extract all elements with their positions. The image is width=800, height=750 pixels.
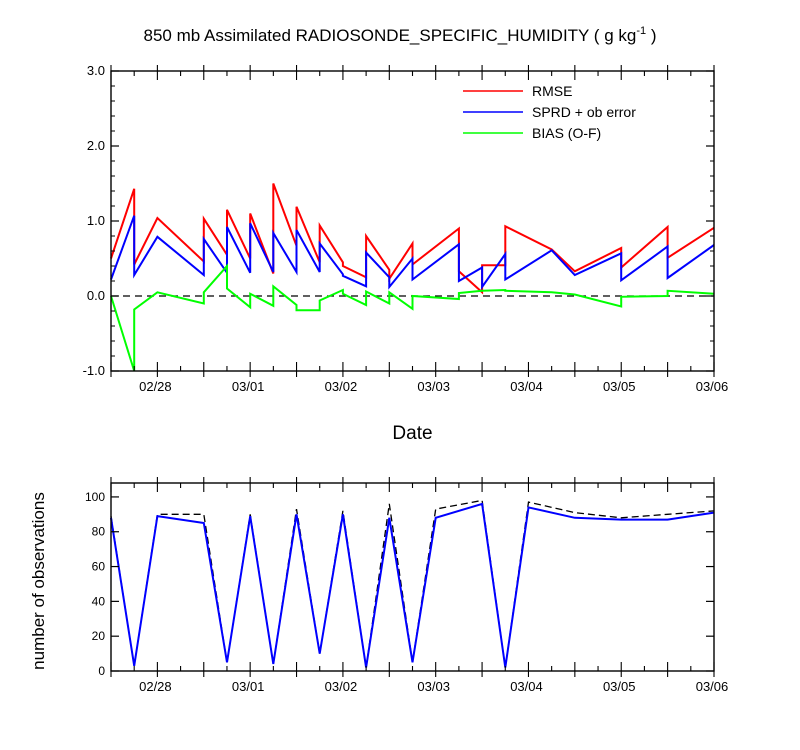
x-tick-label: 03/03: [417, 679, 450, 694]
y-tick-label: 2.0: [87, 138, 105, 153]
x-tick-label: 03/06: [696, 679, 729, 694]
y-tick-label: 0: [98, 664, 105, 678]
chart-title-suffix: ): [646, 26, 656, 45]
bottom-chart: 0 20 40 60 80 100 02/28 03/01 03/02 03/03 03/04 03/…: [29, 477, 728, 694]
x-tick-label: 03/01: [232, 379, 265, 394]
y-tick-label: -1.0: [83, 363, 105, 378]
y-tick-label: 100: [85, 490, 105, 504]
series-line-observations-assimilated: [110, 502, 715, 668]
x-axis-label: Date: [392, 423, 432, 444]
x-tick-label: 02/28: [139, 379, 172, 394]
legend-label: BIAS (O-F): [532, 125, 601, 141]
legend-label: SPRD + ob error: [532, 104, 636, 120]
x-tick-label: 03/05: [603, 679, 636, 694]
y-tick-label: 20: [92, 629, 106, 643]
plot-frame: [110, 482, 715, 672]
x-tick-label: 03/02: [325, 679, 358, 694]
x-tick-label: 03/06: [696, 379, 729, 394]
x-tick-label: 03/03: [417, 379, 450, 394]
top-chart: 850 mb Assimilated RADIOSONDE_SPECIFIC_H…: [83, 25, 729, 444]
x-tick-label: 03/02: [325, 379, 358, 394]
y-tick-label: 60: [92, 560, 106, 574]
series-line-observations-possible: [110, 499, 715, 668]
y-axis-label: number of observations: [29, 492, 48, 670]
x-tick-label: 03/05: [603, 379, 636, 394]
y-tick-label: 3.0: [87, 63, 105, 78]
chart-title: 850 mb Assimilated RADIOSONDE_SPECIFIC_H…: [144, 25, 657, 45]
y-tick-label: 1.0: [87, 213, 105, 228]
legend-label: RMSE: [532, 83, 572, 99]
y-tick-label: 40: [92, 594, 106, 608]
x-tick-label: 03/01: [232, 679, 265, 694]
x-tick-label: 03/04: [510, 379, 543, 394]
chart-title-superscript: -1: [636, 25, 646, 37]
series-line-bias-o-f: [110, 263, 715, 372]
x-tick-label: 03/04: [510, 679, 543, 694]
y-tick-label: 80: [92, 525, 106, 539]
y-tick-label: 0.0: [87, 288, 105, 303]
chart-title-main: 850 mb Assimilated RADIOSONDE_SPECIFIC_H…: [144, 26, 637, 45]
x-tick-label: 02/28: [139, 679, 172, 694]
